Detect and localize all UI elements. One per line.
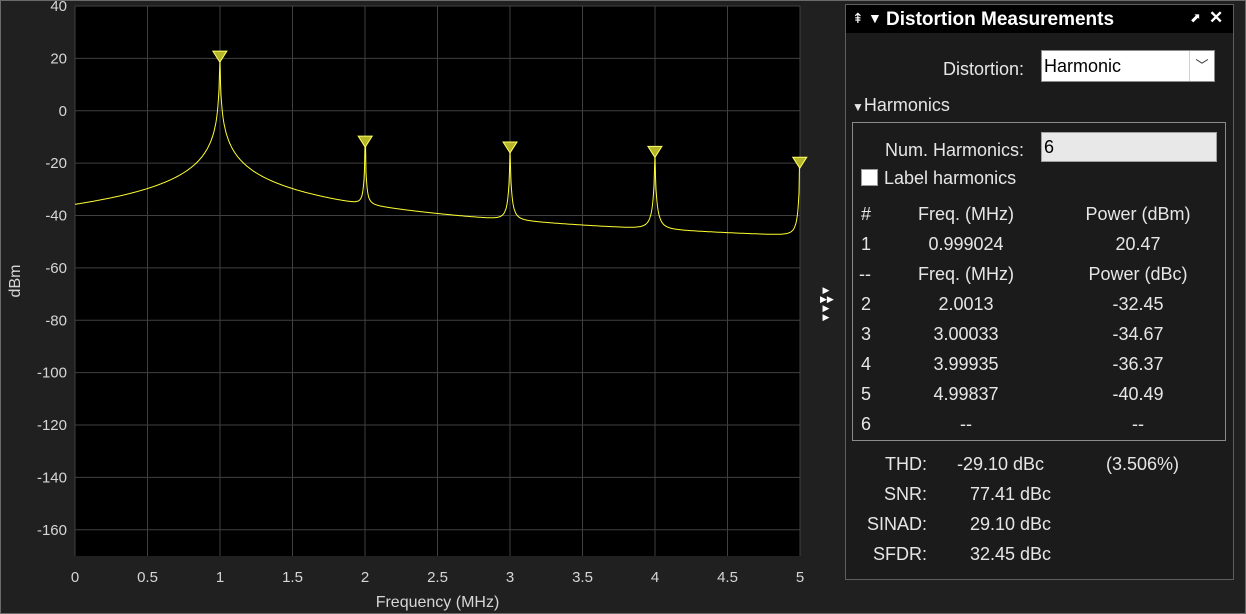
harmonics-group: Num. Harmonics: 6 Label harmonics # Freq… bbox=[852, 122, 1226, 441]
harmonic-marker bbox=[211, 50, 228, 64]
pin-icon[interactable]: ⇞ bbox=[852, 10, 864, 26]
snr-label: SNR: bbox=[883, 484, 927, 504]
sfdr-value: 32.45 dBc bbox=[970, 544, 1052, 564]
panel-header: ⇞ ▼ Distortion Measurements ⬈ ✕ bbox=[846, 5, 1233, 33]
harmonic-marker bbox=[646, 145, 663, 159]
num-harmonics-input[interactable]: 6 bbox=[1041, 132, 1217, 162]
harmonic-marker bbox=[357, 135, 374, 149]
distortion-label: Distortion: bbox=[943, 59, 1025, 79]
y-tick-label: 40 bbox=[50, 0, 67, 15]
sfdr-label: SFDR: bbox=[873, 544, 927, 564]
table-cell-index: 5 bbox=[861, 384, 872, 404]
table-cell-freq: 3.99935 bbox=[933, 354, 999, 374]
x-tick-label: 4 bbox=[651, 569, 659, 586]
thd-percent: (3.506%) bbox=[1106, 454, 1180, 474]
x-tick-label: 3 bbox=[506, 569, 514, 586]
y-tick-label: -140 bbox=[37, 469, 67, 486]
x-tick-label: 2.5 bbox=[427, 569, 448, 586]
table-header-freq: Freq. (MHz) bbox=[918, 204, 1014, 224]
y-tick-label: -160 bbox=[37, 522, 67, 539]
distortion-panel: ⇞ ▼ Distortion Measurements ⬈ ✕ Distorti… bbox=[845, 4, 1234, 580]
x-tick-label: 5 bbox=[796, 569, 804, 586]
thd-label: THD: bbox=[885, 454, 927, 474]
undock-icon[interactable]: ⬈ bbox=[1190, 10, 1201, 25]
thd-value: -29.10 dBc bbox=[957, 454, 1045, 474]
table-cell-freq: 4.99837 bbox=[933, 384, 999, 404]
panel-collapse-arrows[interactable]: ▶ ▶▶ ▶ ▶ bbox=[820, 285, 834, 322]
harmonics-section-label: Harmonics bbox=[863, 95, 950, 115]
sinad-value: 29.10 dBc bbox=[970, 514, 1052, 534]
menu-triangle-icon[interactable]: ▼ bbox=[868, 10, 882, 26]
label-harmonics-checkbox[interactable] bbox=[861, 169, 878, 186]
y-tick-label: -80 bbox=[45, 312, 67, 329]
table-header-index: # bbox=[861, 204, 872, 224]
table-cell-freq: 2.0013 bbox=[938, 294, 994, 314]
x-axis-title: Frequency (MHz) bbox=[376, 594, 500, 611]
sinad-label: SINAD: bbox=[866, 514, 927, 534]
y-tick-label: -40 bbox=[45, 208, 67, 225]
table-cell-index: 6 bbox=[861, 414, 872, 434]
close-icon[interactable]: ✕ bbox=[1209, 8, 1224, 27]
y-tick-label: -120 bbox=[37, 417, 67, 434]
panel-title: Distortion Measurements bbox=[886, 9, 1115, 30]
y-tick-label: -20 bbox=[45, 155, 67, 172]
spectrum-plot[interactable]: 0 0.5 1 1.5 2 2.5 3 3.5 4 4.5 5 40 20 0 -20 -40 -60 -80 -1… bbox=[0, 0, 840, 614]
x-tick-label: 4.5 bbox=[717, 569, 738, 586]
x-tick-label: 3.5 bbox=[572, 569, 593, 586]
table-cell-index: 2 bbox=[861, 294, 872, 314]
table-cell-freq: -- bbox=[960, 414, 972, 434]
distortion-select[interactable]: Harmonic ﹀ bbox=[1041, 50, 1215, 82]
table-cell-freq: 0.999024 bbox=[928, 234, 1004, 254]
x-tick-label: 1 bbox=[216, 569, 224, 586]
x-tick-label: 0 bbox=[71, 569, 79, 586]
table-cell-power: 20.47 bbox=[1115, 234, 1161, 254]
y-tick-label: -60 bbox=[45, 260, 67, 277]
snr-value: 77.41 dBc bbox=[970, 484, 1052, 504]
label-harmonics-label: Label harmonics bbox=[884, 168, 1017, 188]
y-tick-label: 20 bbox=[50, 50, 67, 67]
num-harmonics-label: Num. Harmonics: bbox=[885, 140, 1025, 160]
spectrum-trace bbox=[74, 57, 800, 235]
expand-triangle-icon: ▼ bbox=[852, 100, 864, 114]
table-subheader-power: Power (dBc) bbox=[1088, 264, 1188, 284]
x-tick-label: 1.5 bbox=[282, 569, 303, 586]
y-axis-title: dBm bbox=[7, 265, 24, 298]
table-subheader-freq: Freq. (MHz) bbox=[918, 264, 1014, 284]
table-cell-index: 4 bbox=[861, 354, 872, 374]
table-cell-power: -40.49 bbox=[1112, 384, 1164, 404]
table-subheader-index: -- bbox=[859, 264, 871, 284]
table-cell-power: -36.37 bbox=[1112, 354, 1164, 374]
y-tick-label: -100 bbox=[37, 365, 67, 382]
table-header-power: Power (dBm) bbox=[1085, 204, 1191, 224]
x-tick-label: 0.5 bbox=[137, 569, 158, 586]
distortion-select-value: Harmonic bbox=[1044, 56, 1122, 76]
chevron-down-icon[interactable]: ﹀ bbox=[1189, 51, 1214, 81]
table-cell-index: 1 bbox=[861, 234, 872, 254]
harmonics-section-toggle[interactable]: ▼Harmonics bbox=[852, 94, 950, 118]
table-cell-power: -34.67 bbox=[1112, 324, 1164, 344]
harmonic-marker bbox=[791, 156, 808, 170]
harmonic-marker bbox=[502, 141, 518, 154]
x-tick-label: 2 bbox=[361, 569, 369, 586]
table-cell-index: 3 bbox=[861, 324, 872, 344]
table-cell-power: -- bbox=[1132, 414, 1144, 434]
y-tick-label: 0 bbox=[59, 103, 67, 120]
table-cell-power: -32.45 bbox=[1112, 294, 1164, 314]
table-cell-freq: 3.00033 bbox=[933, 324, 999, 344]
